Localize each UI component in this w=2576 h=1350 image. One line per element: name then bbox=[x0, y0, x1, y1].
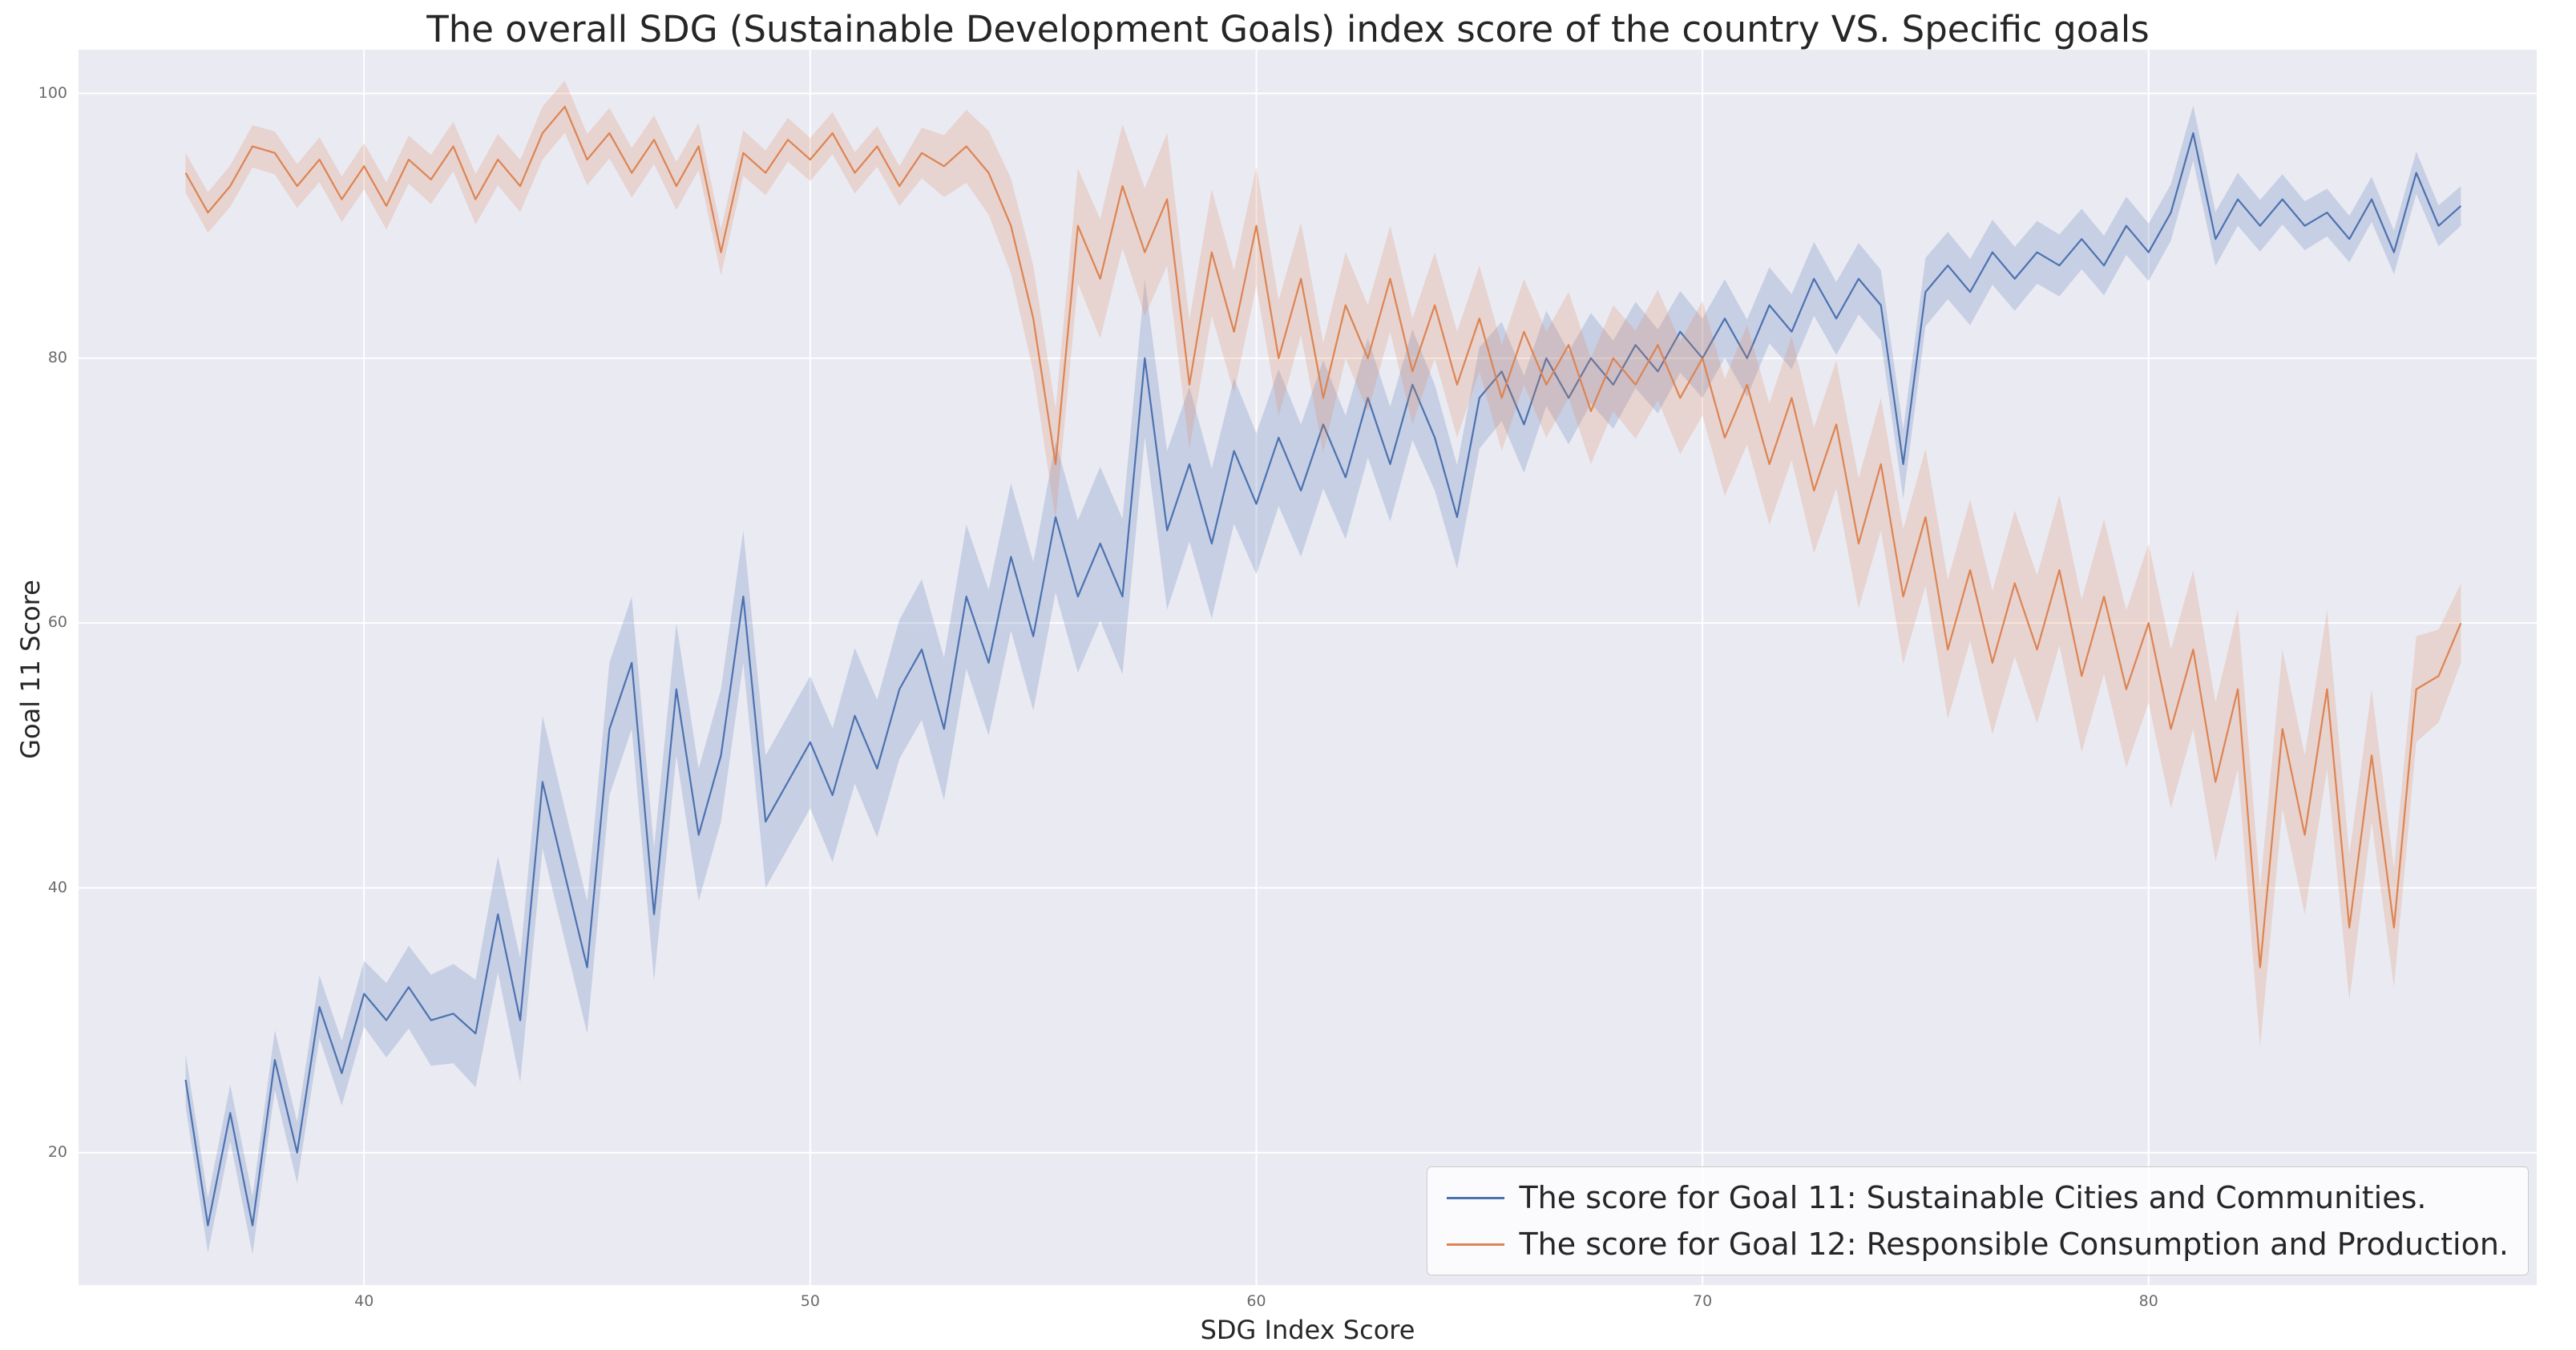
legend-item-goal11: The score for Goal 11: Sustainable Citie… bbox=[1447, 1180, 2509, 1215]
plot-area: The score for Goal 11: Sustainable Citie… bbox=[79, 50, 2537, 1285]
y-tick-40: 40 bbox=[47, 878, 67, 896]
legend-line-sample-goal12 bbox=[1447, 1243, 1505, 1246]
y-tick-100: 100 bbox=[38, 83, 67, 102]
y-tick-20: 20 bbox=[47, 1142, 67, 1161]
y-tick-60: 60 bbox=[47, 613, 67, 632]
y-tick-80: 80 bbox=[47, 348, 67, 366]
x-tick-80: 80 bbox=[2138, 1292, 2158, 1310]
x-tick-60: 60 bbox=[1246, 1292, 1266, 1310]
x-tick-70: 70 bbox=[1693, 1292, 1713, 1310]
plot-svg bbox=[79, 50, 2537, 1285]
legend-line-sample-goal11 bbox=[1447, 1196, 1505, 1199]
legend: The score for Goal 11: Sustainable Citie… bbox=[1427, 1166, 2529, 1275]
legend-item-goal12: The score for Goal 12: Responsible Consu… bbox=[1447, 1227, 2509, 1262]
x-axis-label: SDG Index Score bbox=[1200, 1315, 1415, 1345]
x-tick-50: 50 bbox=[800, 1292, 820, 1310]
series-line-0 bbox=[184, 131, 2462, 1227]
legend-label-goal12: The score for Goal 12: Responsible Consu… bbox=[1519, 1227, 2509, 1262]
series-line-1 bbox=[184, 105, 2462, 968]
legend-label-goal11: The score for Goal 11: Sustainable Citie… bbox=[1519, 1180, 2427, 1215]
series-band-0 bbox=[185, 105, 2461, 1255]
x-tick-40: 40 bbox=[354, 1292, 374, 1310]
chart-title: The overall SDG (Sustainable Development… bbox=[426, 8, 2150, 51]
series-band-1 bbox=[185, 80, 2461, 1047]
